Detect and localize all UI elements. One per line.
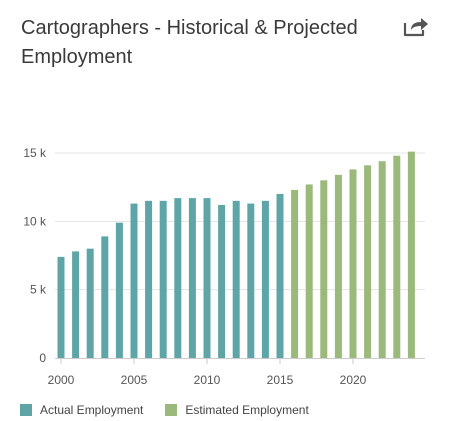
bar-actual [159, 200, 167, 358]
bar-actual [218, 204, 226, 358]
bar-actual [188, 198, 196, 358]
legend-label-estimated: Estimated Employment [185, 403, 309, 417]
x-tick-label: 2005 [121, 373, 148, 387]
bar-chart: 0 5 k 10 k 15 k 2000 2005 2010 2015 2020 [23, 146, 425, 387]
bar-actual [247, 203, 255, 358]
bar-actual [72, 251, 80, 358]
bar-actual [203, 198, 211, 358]
bar-actual [57, 256, 65, 358]
bar-estimated [364, 165, 372, 358]
y-tick-label: 10 k [23, 214, 47, 228]
x-tick-label: 2020 [340, 373, 367, 387]
bar-estimated [291, 189, 299, 358]
x-tick-label: 2015 [267, 373, 294, 387]
share-icon[interactable] [402, 14, 430, 38]
bar-actual [86, 248, 94, 358]
bar-estimated [305, 184, 313, 358]
share-icon-graphic [403, 18, 428, 37]
bar-estimated [349, 169, 357, 358]
bar-actual [145, 200, 153, 358]
bar-actual [261, 200, 269, 358]
legend-swatch-estimated [165, 404, 178, 416]
bar-actual [174, 198, 182, 358]
x-tick-label: 2010 [194, 373, 221, 387]
bar-actual [130, 203, 138, 358]
bar-estimated [393, 155, 401, 358]
chart-legend: Actual Employment Estimated Employment [20, 401, 331, 419]
chart-title: Cartographers - Historical & Projected E… [21, 17, 358, 68]
bar-actual [115, 222, 123, 358]
legend-swatch-actual [20, 404, 32, 416]
bar-estimated [378, 161, 386, 358]
x-tick-label: 2000 [48, 373, 75, 387]
y-tick-label: 5 k [30, 283, 47, 297]
bar-estimated [334, 174, 342, 358]
legend-item-estimated[interactable]: Estimated Employment [165, 403, 309, 417]
bar-actual [232, 200, 240, 358]
bar-actual [276, 194, 284, 358]
bar-estimated [320, 180, 328, 358]
legend-label-actual: Actual Employment [40, 403, 144, 417]
bar-actual [101, 236, 109, 358]
y-tick-label: 15 k [23, 146, 47, 160]
bar-estimated [407, 151, 415, 358]
legend-item-actual[interactable]: Actual Employment [20, 403, 143, 417]
y-tick-label: 0 [39, 351, 46, 365]
